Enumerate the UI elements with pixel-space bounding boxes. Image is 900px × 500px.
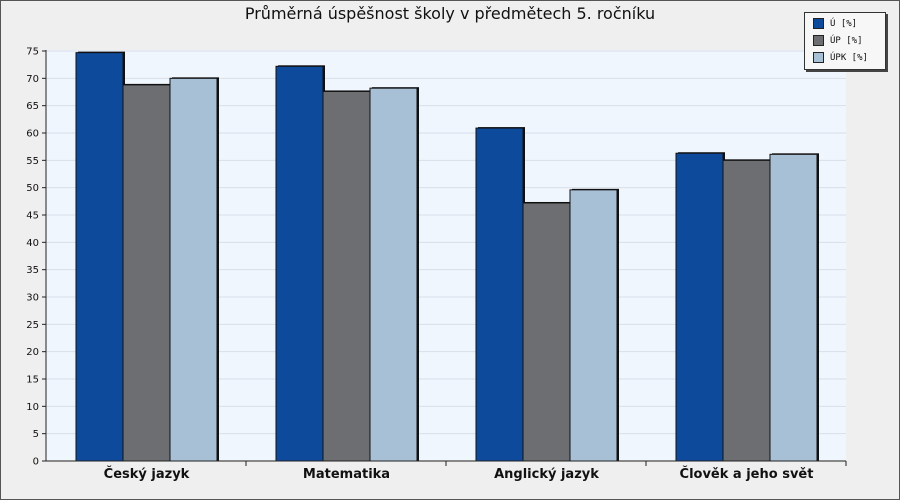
legend-swatch-u — [813, 18, 824, 29]
y-tick-label: 10 — [26, 402, 39, 413]
legend-item-upk: ÚPK [%] — [813, 52, 868, 64]
bar — [569, 189, 618, 462]
x-tick-label: Člověk a jeho svět — [680, 466, 814, 482]
x-tick-label: Český jazyk — [104, 466, 190, 482]
bar — [722, 159, 771, 462]
y-tick-label: 30 — [26, 293, 39, 304]
y-tick-label: 35 — [26, 265, 39, 276]
y-tick-label: 45 — [26, 211, 39, 222]
y-axis-ticks: 0 5 10 15 20 25 30 35 40 45 50 55 60 65 70 75 — [26, 47, 46, 468]
bar — [475, 127, 524, 462]
legend-label-up: ÚP [%] — [830, 36, 863, 46]
legend-label-upk: ÚPK [%] — [830, 53, 868, 63]
y-tick-label: 65 — [26, 101, 39, 112]
y-tick-label: 40 — [26, 238, 39, 249]
chart-title: Průměrná úspěšnost školy v předmětech 5.… — [244, 4, 656, 23]
y-tick-label: 15 — [26, 375, 39, 386]
bar — [522, 202, 571, 462]
y-tick-label: 25 — [26, 320, 39, 331]
y-tick-label: 50 — [26, 183, 39, 194]
bar — [75, 52, 124, 462]
y-tick-label: 20 — [26, 347, 39, 358]
y-tick-label: 60 — [26, 129, 39, 140]
legend: Ú [%] ÚP [%] ÚPK [%] — [804, 12, 886, 70]
y-tick-label: 5 — [33, 429, 39, 440]
bar — [122, 84, 171, 462]
y-tick-label: 0 — [33, 457, 39, 468]
bars-group — [75, 51, 819, 462]
x-axis-labels: Český jazyk Matematika Anglický jazyk Člově… — [104, 461, 847, 482]
bar — [322, 90, 371, 462]
legend-swatch-upk — [813, 52, 824, 63]
bar — [275, 65, 324, 462]
legend-swatch-up — [813, 35, 824, 46]
y-tick-label: 75 — [26, 47, 39, 58]
x-tick-label: Matematika — [303, 467, 390, 482]
legend-item-u: Ú [%] — [813, 18, 857, 30]
x-tick-label: Anglický jazyk — [494, 467, 599, 482]
bar — [169, 77, 218, 462]
y-tick-label: 70 — [26, 74, 39, 85]
legend-label-u: Ú [%] — [830, 19, 858, 29]
bar — [769, 153, 818, 462]
legend-item-up: ÚP [%] — [813, 35, 863, 47]
bar — [369, 87, 418, 462]
y-tick-label: 55 — [26, 156, 39, 167]
bar — [675, 152, 724, 462]
